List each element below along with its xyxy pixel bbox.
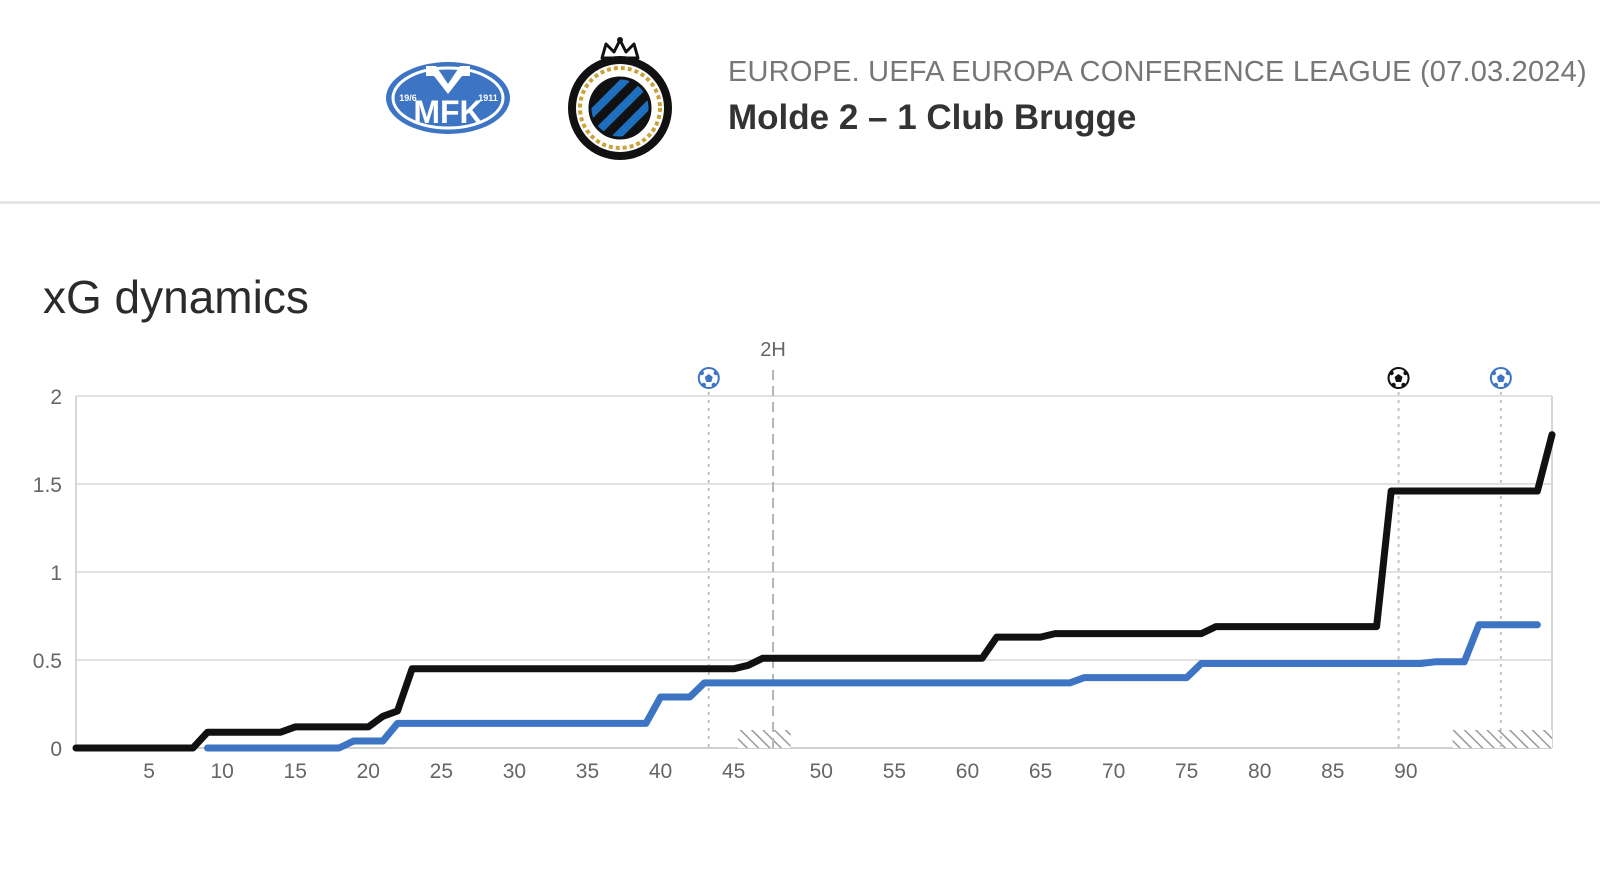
series-line-club-brugge	[72, 431, 1556, 752]
x-tick-label: 15	[284, 760, 307, 783]
x-tick-label: 45	[722, 760, 745, 783]
football-icon-patch	[1394, 374, 1403, 382]
x-tick-label: 10	[210, 760, 233, 783]
football-icon-patch	[1389, 370, 1394, 376]
axis-ticks: 00.511.525 10 15 20 25 30 35 40 45 50 55 60 65 70 75 80…	[33, 386, 1418, 783]
football-icon-patch	[1493, 382, 1499, 388]
molde-logo-right: 1911	[478, 93, 498, 103]
x-tick-label: 5	[143, 760, 155, 783]
x-tick-label: 70	[1102, 760, 1125, 783]
y-tick-label: 2	[50, 386, 62, 409]
football-icon-patch	[699, 370, 704, 376]
club-brugge-logo	[568, 37, 672, 160]
halftime-label: 2H	[760, 339, 786, 361]
x-tick-label: 20	[357, 760, 380, 783]
stoppage-time-block	[738, 730, 791, 748]
competition-label: EUROPE. UEFA EUROPA CONFERENCE LEAGUE (0…	[728, 56, 1587, 88]
molde-logo-left: 19/6	[399, 93, 417, 103]
football-icon-patch	[1391, 382, 1396, 388]
x-tick-label: 80	[1248, 760, 1271, 783]
match-score-title: Molde 2 – 1 Club Brugge	[728, 98, 1137, 137]
event-markers: 2H	[697, 339, 1512, 748]
xg-series	[72, 431, 1556, 752]
football-icon-patch	[704, 374, 713, 382]
match-header: MFK 19/6 1911 EUROPE. UEFA EUROPA CONFER…	[0, 0, 1600, 204]
football-icon-patch	[711, 382, 716, 388]
football-icon-patch	[1403, 370, 1408, 376]
football-icon	[1387, 367, 1410, 389]
x-tick-label: 50	[810, 760, 833, 783]
x-tick-label: 65	[1029, 760, 1052, 783]
football-icon-patch	[1503, 382, 1509, 388]
x-tick-label: 30	[503, 760, 526, 783]
y-tick-label: 0.5	[33, 650, 62, 673]
series-line-molde	[204, 621, 1541, 752]
football-icon-patch	[701, 382, 706, 388]
y-tick-label: 1.5	[33, 474, 62, 497]
x-tick-label: 90	[1394, 760, 1417, 783]
x-tick-label: 35	[576, 760, 599, 783]
xg-dynamics-chart: 2H 00.511.525 10 15 20 25 30 35 40 45 50 55 60 65 70 7…	[33, 339, 1556, 783]
chart-grid	[75, 395, 1553, 749]
section-title: xG dynamics	[43, 271, 309, 323]
football-icon-patch	[713, 370, 718, 376]
football-icon-patch	[1496, 374, 1505, 382]
x-tick-label: 25	[430, 760, 453, 783]
y-tick-label: 0	[50, 738, 62, 761]
molde-logo-text: MFK	[413, 94, 482, 130]
x-tick-label: 60	[956, 760, 979, 783]
football-icon-patch	[1401, 382, 1406, 388]
molde-fk-logo: MFK 19/6 1911	[386, 62, 510, 134]
stoppage-time-block	[1452, 730, 1552, 748]
stoppage-time-markers	[738, 730, 1552, 748]
x-tick-label: 85	[1321, 760, 1344, 783]
x-tick-label: 40	[649, 760, 672, 783]
x-tick-label: 55	[883, 760, 906, 783]
football-icon-patch	[1491, 370, 1497, 376]
football-icon	[1489, 367, 1512, 389]
football-icon	[697, 367, 720, 389]
y-tick-label: 1	[50, 562, 62, 585]
football-icon-patch	[1505, 370, 1511, 376]
x-tick-label: 75	[1175, 760, 1198, 783]
